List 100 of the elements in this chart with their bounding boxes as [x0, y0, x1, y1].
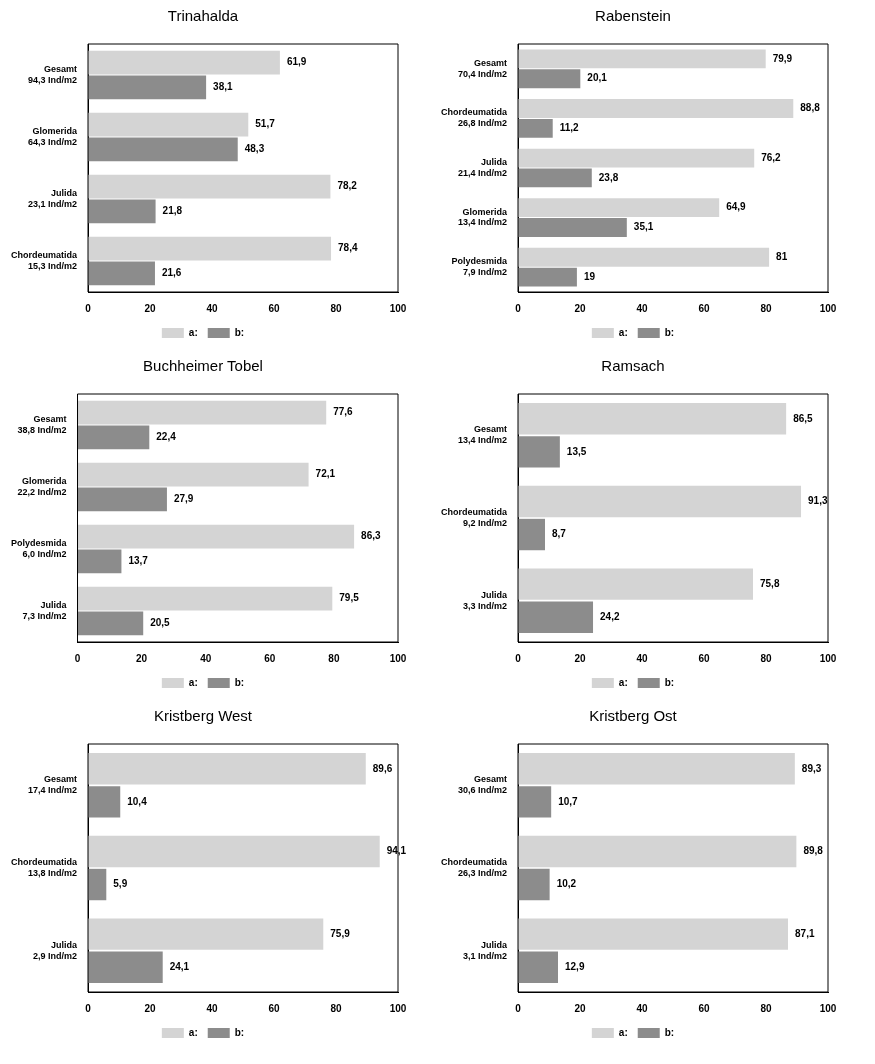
data-label: 10,4 — [127, 795, 148, 807]
data-label: 21,6 — [161, 267, 182, 279]
bar — [88, 199, 156, 224]
data-label: 86,3 — [361, 530, 381, 542]
data-label: 75,9 — [330, 927, 351, 939]
legend-label: b: — [664, 326, 675, 338]
data-label: 19 — [583, 270, 596, 282]
legend-label: a: — [188, 1026, 198, 1038]
legend-label: a: — [618, 326, 628, 338]
bar — [88, 868, 107, 901]
bar — [88, 112, 249, 137]
bar — [88, 918, 324, 950]
y-tick-label: Gesamt 70,4 Ind/m2 — [457, 57, 508, 79]
bar — [518, 403, 787, 435]
x-tick-label: 80 — [330, 1002, 342, 1014]
y-tick-label: Polydesmida 7,9 Ind/m2 — [451, 256, 508, 278]
data-label: 5,9 — [113, 878, 128, 890]
bar — [77, 425, 150, 450]
bar — [518, 601, 594, 633]
x-tick-label: 20 — [144, 1002, 156, 1014]
bar — [88, 261, 155, 286]
legend-label: a: — [618, 1026, 628, 1038]
bar — [77, 487, 167, 512]
y-tick-label: Julida 7,3 Ind/m2 — [22, 600, 68, 621]
data-label: 23,8 — [598, 171, 619, 183]
data-label: 35,1 — [633, 221, 654, 233]
data-label: 12,9 — [565, 960, 585, 972]
x-tick-label: 20 — [574, 1002, 586, 1014]
y-tick-label: Chordeumatida 26,8 Ind/m2 — [440, 107, 508, 129]
data-label: 22,4 — [156, 431, 177, 443]
bar — [518, 99, 794, 118]
bar — [88, 137, 238, 162]
bar — [518, 118, 553, 138]
bar — [518, 568, 753, 600]
data-label: 78,4 — [338, 242, 358, 254]
bar — [88, 75, 207, 100]
x-tick-label: 100 — [819, 1002, 837, 1014]
bar — [88, 753, 366, 785]
bar — [518, 436, 560, 468]
bar — [518, 267, 577, 287]
x-tick-label: 0 — [74, 652, 81, 664]
bar — [518, 198, 720, 218]
y-tick-label: Glomerida 64,3 Ind/m2 — [27, 126, 78, 147]
data-label: 24,1 — [169, 960, 190, 972]
chart-title: Buchheimer Tobel — [143, 357, 263, 375]
data-label: 88,8 — [800, 102, 821, 114]
bar — [518, 218, 627, 237]
bar — [77, 586, 333, 611]
legend-label: a: — [618, 676, 628, 688]
x-tick-label: 80 — [760, 1002, 772, 1014]
bar — [77, 524, 355, 549]
bar — [88, 50, 280, 75]
data-label: 8,7 — [551, 528, 567, 540]
legend-label: b: — [234, 676, 245, 688]
chart-title: Ramsach — [601, 357, 665, 375]
x-tick-label: 0 — [515, 652, 522, 664]
bar — [518, 868, 550, 901]
x-tick-label: 0 — [85, 1002, 92, 1014]
data-label: 81 — [776, 251, 788, 263]
x-tick-label: 100 — [389, 652, 407, 664]
data-label: 13,7 — [128, 555, 149, 567]
bar — [88, 174, 331, 199]
y-tick-label: Julida 3,3 Ind/m2 — [462, 589, 508, 611]
y-tick-label: Gesamt 17,4 Ind/m2 — [27, 774, 78, 796]
y-tick-label: Gesamt 30,6 Ind/m2 — [457, 774, 508, 796]
x-tick-label: 100 — [819, 652, 837, 664]
x-tick-label: 60 — [264, 652, 276, 664]
x-tick-label: 80 — [328, 652, 340, 664]
y-tick-label: Glomerida 22,2 Ind/m2 — [17, 476, 68, 497]
bar — [518, 951, 558, 983]
bar — [518, 49, 766, 69]
bar — [518, 835, 797, 868]
bar — [518, 786, 552, 818]
data-label: 79,5 — [339, 592, 360, 604]
data-label: 10,7 — [558, 795, 579, 807]
chart-title: Kristberg West — [153, 707, 253, 725]
x-tick-label: 0 — [515, 1002, 522, 1014]
y-tick-label: Julida 21,4 Ind/m2 — [457, 157, 508, 178]
y-tick-label: Gesamt 94,3 Ind/m2 — [27, 64, 78, 85]
data-label: 64,9 — [726, 201, 747, 213]
x-tick-label: 20 — [574, 652, 586, 664]
bar — [518, 918, 789, 950]
legend-label: b: — [664, 1026, 675, 1038]
y-tick-label: Chordeumatida 15,3 Ind/m2 — [10, 250, 78, 271]
x-tick-label: 40 — [636, 652, 648, 664]
x-tick-label: 0 — [85, 302, 92, 314]
x-tick-label: 60 — [268, 1002, 280, 1014]
data-label: 51,7 — [255, 118, 276, 130]
y-tick-label: Chordeumatida 13,8 Ind/m2 — [10, 857, 78, 878]
bar — [518, 69, 581, 89]
data-label: 11,2 — [559, 122, 580, 134]
bar — [88, 835, 380, 868]
x-tick-label: 100 — [389, 302, 407, 314]
data-label: 27,9 — [173, 493, 194, 505]
x-tick-label: 40 — [200, 652, 212, 664]
data-label: 89,6 — [372, 762, 393, 774]
bar — [77, 400, 327, 425]
bar — [518, 148, 755, 168]
data-label: 20,1 — [587, 72, 608, 84]
bar — [518, 753, 795, 785]
